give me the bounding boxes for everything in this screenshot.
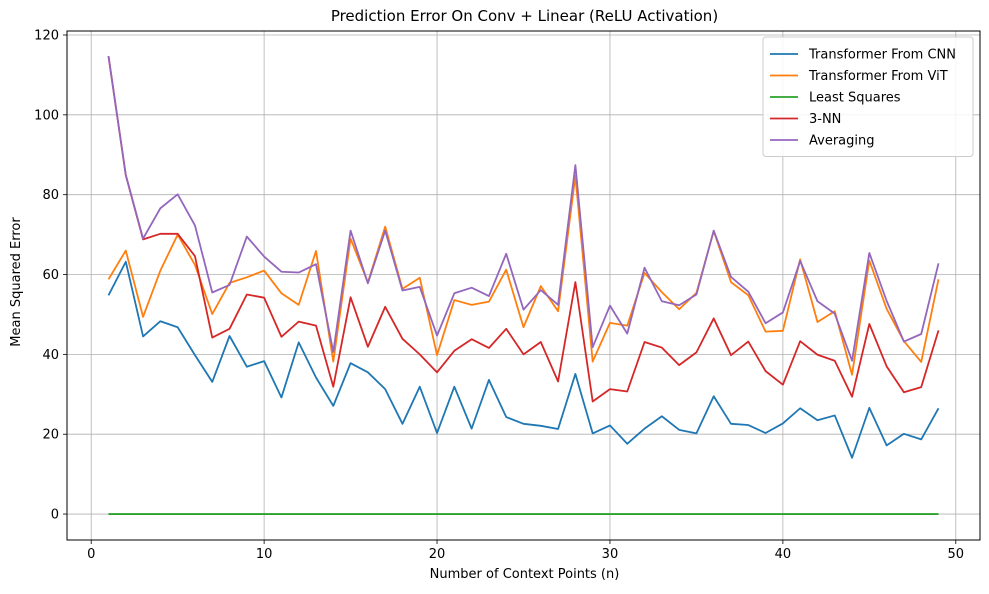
legend-label-transformer-from-vit: Transformer From ViT xyxy=(808,69,948,84)
y-tick-label: 120 xyxy=(34,28,59,43)
y-tick-label: 80 xyxy=(42,188,59,203)
y-tick-label: 100 xyxy=(34,108,59,123)
series-line-transformer-from-vit xyxy=(107,175,940,376)
series-line-averaging xyxy=(107,56,940,362)
series-line-3-nn xyxy=(107,56,940,403)
legend-label-3-nn: 3-NN xyxy=(809,112,841,127)
y-tick-label: 0 xyxy=(51,508,59,523)
legend: Transformer From CNN Transformer From ViT… xyxy=(762,36,974,157)
legend-label-least-squares: Least Squares xyxy=(809,91,901,106)
x-tick-label: 0 xyxy=(87,547,95,562)
x-axis-ticks: 0 10 20 30 40 50 xyxy=(87,540,964,562)
chart-title: Prediction Error On Conv + Linear (ReLU … xyxy=(331,7,718,25)
y-tick-label: 40 xyxy=(42,348,59,363)
x-tick-label: 10 xyxy=(256,547,273,562)
legend-label-transformer-from-cnn: Transformer From CNN xyxy=(808,48,956,63)
series-line-transformer-from-cnn xyxy=(107,260,940,459)
y-tick-label: 60 xyxy=(42,268,59,283)
series-lines xyxy=(107,56,940,515)
x-tick-label: 20 xyxy=(429,547,446,562)
y-axis-ticks: 0 20 40 60 80 100 120 xyxy=(34,28,67,523)
x-tick-label: 40 xyxy=(775,547,792,562)
x-tick-label: 50 xyxy=(948,547,965,562)
plot-area-frame xyxy=(66,30,981,541)
x-axis-label: Number of Context Points (n) xyxy=(430,567,620,582)
x-tick-label: 30 xyxy=(602,547,619,562)
legend-label-averaging: Averaging xyxy=(809,134,875,149)
y-tick-label: 20 xyxy=(42,428,59,443)
y-axis-label: Mean Squared Error xyxy=(9,217,24,347)
legend-box xyxy=(762,36,974,157)
